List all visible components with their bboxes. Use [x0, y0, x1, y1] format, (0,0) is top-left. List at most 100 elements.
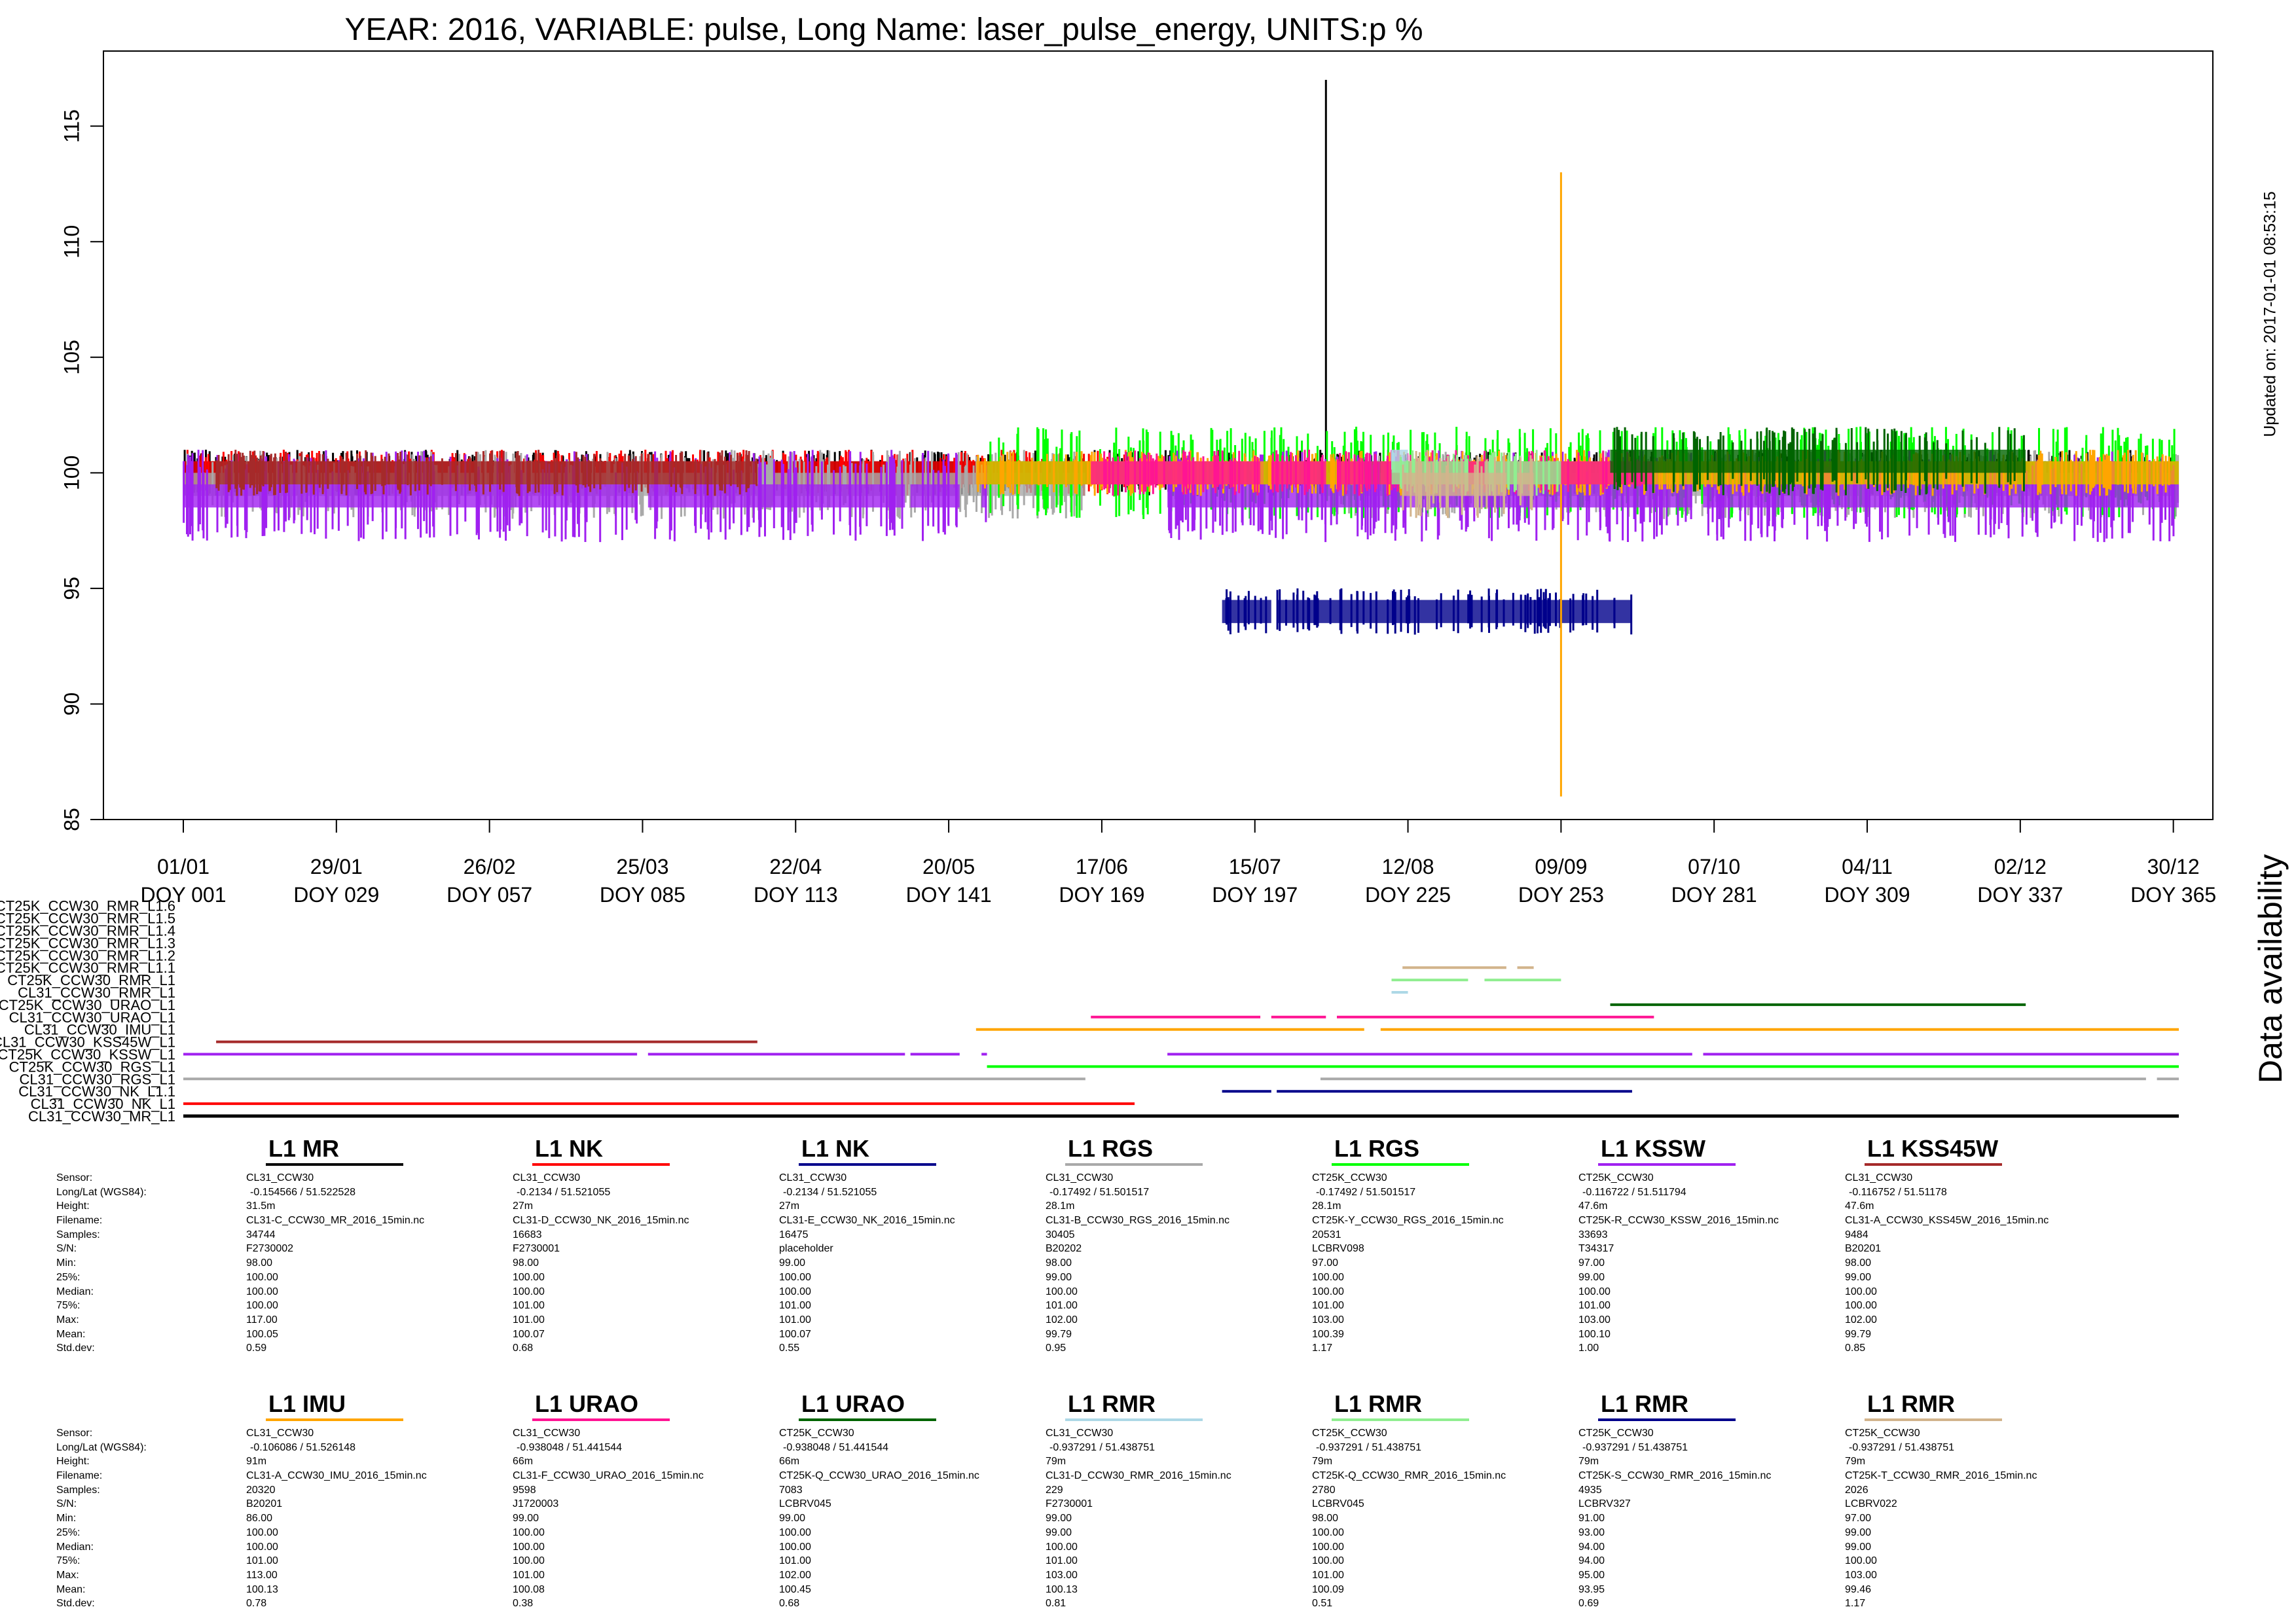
stats-value: 47.6m: [1578, 1200, 1608, 1212]
stats-row: LCBRV327: [1578, 1497, 1840, 1511]
stats-row: LCBRV045: [1312, 1497, 1574, 1511]
stats-row: Height: 91m: [56, 1454, 508, 1469]
stats-value: -0.17492 / 51.501517: [1316, 1186, 1416, 1198]
stats-value: 9598: [513, 1484, 536, 1496]
stats-value: 100.07: [513, 1328, 545, 1340]
stats-row: Mean: 100.13: [56, 1583, 508, 1597]
stats-row: CT25K-Q_CCW30_URAO_2016_15min.nc: [779, 1469, 1041, 1483]
stats-value: 101.00: [1312, 1300, 1344, 1312]
stats-block: L1 NK CL31_CCW30 -0.2134 / 51.521055 27m CL3…: [779, 1136, 1041, 1356]
stats-value: CL31_CCW30: [1845, 1172, 1913, 1183]
x-tick-date-8: 12/08: [1382, 855, 1434, 878]
stats-row: CL31_CCW30: [1046, 1171, 1307, 1185]
availability-row-label-16: CT25K_CCW30_RMR_L1.5: [0, 911, 175, 927]
stats-value: 0.95: [1046, 1343, 1066, 1354]
stats-value: 101.00: [779, 1314, 811, 1326]
stats-row: 33693: [1578, 1228, 1840, 1242]
stats-row: CL31-D_CCW30_NK_2016_15min.nc: [513, 1214, 774, 1228]
stats-block: L1 RGS CT25K_CCW30 -0.17492 / 51.501517 28.…: [1312, 1136, 1574, 1356]
stats-label: Max:: [56, 1569, 79, 1581]
stats-block: L1 NK CL31_CCW30 -0.2134 / 51.521055 27m CL3…: [513, 1136, 774, 1356]
stats-value: 101.00: [779, 1300, 811, 1312]
x-tick-date-13: 30/12: [2147, 855, 2200, 878]
stats-row: 99.00: [779, 1511, 1041, 1526]
stats-row: 100.00: [1578, 1285, 1840, 1299]
stats-value: CT25K_CCW30: [1845, 1428, 1920, 1439]
availability-row-label-6: CL31_CCW30_KSS45W_L1: [0, 1034, 175, 1051]
stats-value: 100.13: [246, 1583, 278, 1595]
x-tick-doy-11: DOY 309: [1824, 883, 1910, 907]
stats-label: Samples:: [56, 1484, 100, 1496]
stats-block-title: L1 RMR: [1867, 1390, 1955, 1417]
stats-row: LCBRV022: [1845, 1497, 2107, 1511]
stats-block: L1 RGS CL31_CCW30 -0.17492 / 51.501517 28.1…: [1046, 1136, 1307, 1356]
stats-row: 75%: 100.00: [56, 1299, 508, 1313]
stats-row: CT25K-Q_CCW30_RMR_2016_15min.nc: [1312, 1469, 1574, 1483]
stats-row: -0.937291 / 51.438751: [1046, 1441, 1307, 1455]
stats-row: 1.17: [1312, 1341, 1574, 1356]
availability-row-label-14: CT25K_CCW30_RMR_L1.3: [0, 935, 175, 951]
stats-value: 99.00: [1046, 1271, 1072, 1283]
stats-row: Mean: 100.05: [56, 1327, 508, 1342]
stats-value: -0.17492 / 51.501517: [1049, 1186, 1150, 1198]
stats-row: F2730001: [513, 1242, 774, 1256]
stats-value: B20202: [1046, 1243, 1082, 1255]
stats-row: CL31_CCW30: [513, 1426, 774, 1441]
stats-row: 100.00: [1845, 1299, 2107, 1313]
stats-value: 1.17: [1845, 1598, 1866, 1610]
stats-row: 100.10: [1578, 1327, 1840, 1342]
y-tick-label-5: 110: [60, 225, 83, 259]
stats-value: 100.09: [1312, 1583, 1344, 1595]
stats-value: 95.00: [1578, 1569, 1605, 1581]
stats-row: 0.55: [779, 1341, 1041, 1356]
stats-value: 20320: [246, 1484, 276, 1496]
stats-label: Min:: [56, 1257, 77, 1269]
x-tick-doy-4: DOY 113: [754, 883, 838, 907]
stats-row: 100.07: [779, 1327, 1041, 1342]
stats-value: 91.00: [1578, 1513, 1605, 1525]
x-tick-doy-7: DOY 197: [1212, 883, 1298, 907]
x-axis: 01/01 DOY 001 29/01 DOY 029 26/02 DOY 057 25/0…: [140, 819, 2216, 907]
stats-value: -0.938048 / 51.441544: [783, 1441, 889, 1453]
stats-block-title: L1 RMR: [1601, 1390, 1688, 1417]
series-2: [1222, 588, 1633, 635]
stats-value: 101.00: [1046, 1555, 1078, 1567]
stats-row: 100.00: [513, 1526, 774, 1540]
stats-block-title: L1 RMR: [1334, 1390, 1422, 1417]
stats-block-title: L1 KSS45W: [1867, 1135, 1999, 1162]
stats-row: -0.937291 / 51.438751: [1312, 1441, 1574, 1455]
stats-row: 99.00: [1046, 1271, 1307, 1285]
stats-row: 2780: [1312, 1483, 1574, 1498]
y-tick-label-4: 105: [60, 340, 83, 374]
stats-block-title: L1 NK: [801, 1135, 870, 1162]
stats-value: 0.78: [246, 1598, 267, 1610]
stats-value: CT25K-R_CCW30_KSSW_2016_15min.nc: [1578, 1215, 1779, 1227]
stats-row: 100.00: [513, 1554, 774, 1568]
stats-value: LCBRV022: [1845, 1498, 1897, 1510]
stats-value: 100.00: [246, 1300, 278, 1312]
availability-row-label-5: CT25K_CCW30_KSSW_L1: [0, 1047, 175, 1063]
stats-row: 100.00: [1046, 1540, 1307, 1555]
x-tick-doy-3: DOY 085: [600, 883, 685, 907]
stats-value: 103.00: [1046, 1569, 1078, 1581]
stats-value: 28.1m: [1312, 1200, 1341, 1212]
stats-row: Samples: 20320: [56, 1483, 508, 1498]
stats-label: Median:: [56, 1541, 94, 1553]
availability-row-label-17: CT25K_CCW30_RMR_L1.6: [0, 898, 175, 914]
stats-row: CL31-E_CCW30_NK_2016_15min.nc: [779, 1214, 1041, 1228]
stats-value: 98.00: [1845, 1257, 1872, 1269]
x-tick-date-1: 29/01: [310, 855, 363, 878]
stats-value: 103.00: [1312, 1314, 1344, 1326]
stats-row: 100.45: [779, 1583, 1041, 1597]
stats-row: 0.38: [513, 1597, 774, 1611]
stats-value: 66m: [513, 1456, 534, 1468]
stats-value: 16683: [513, 1229, 542, 1240]
stats-row: 100.07: [513, 1327, 774, 1342]
stats-row: 94.00: [1578, 1540, 1840, 1555]
stats-row: Median: 100.00: [56, 1540, 508, 1555]
stats-value: 0.68: [779, 1598, 800, 1610]
stats-value: CT25K-Y_CCW30_RGS_2016_15min.nc: [1312, 1215, 1504, 1227]
x-tick-doy-9: DOY 253: [1518, 883, 1604, 907]
stats-row: CT25K_CCW30: [1312, 1171, 1574, 1185]
stats-block-title: L1 NK: [535, 1135, 604, 1162]
